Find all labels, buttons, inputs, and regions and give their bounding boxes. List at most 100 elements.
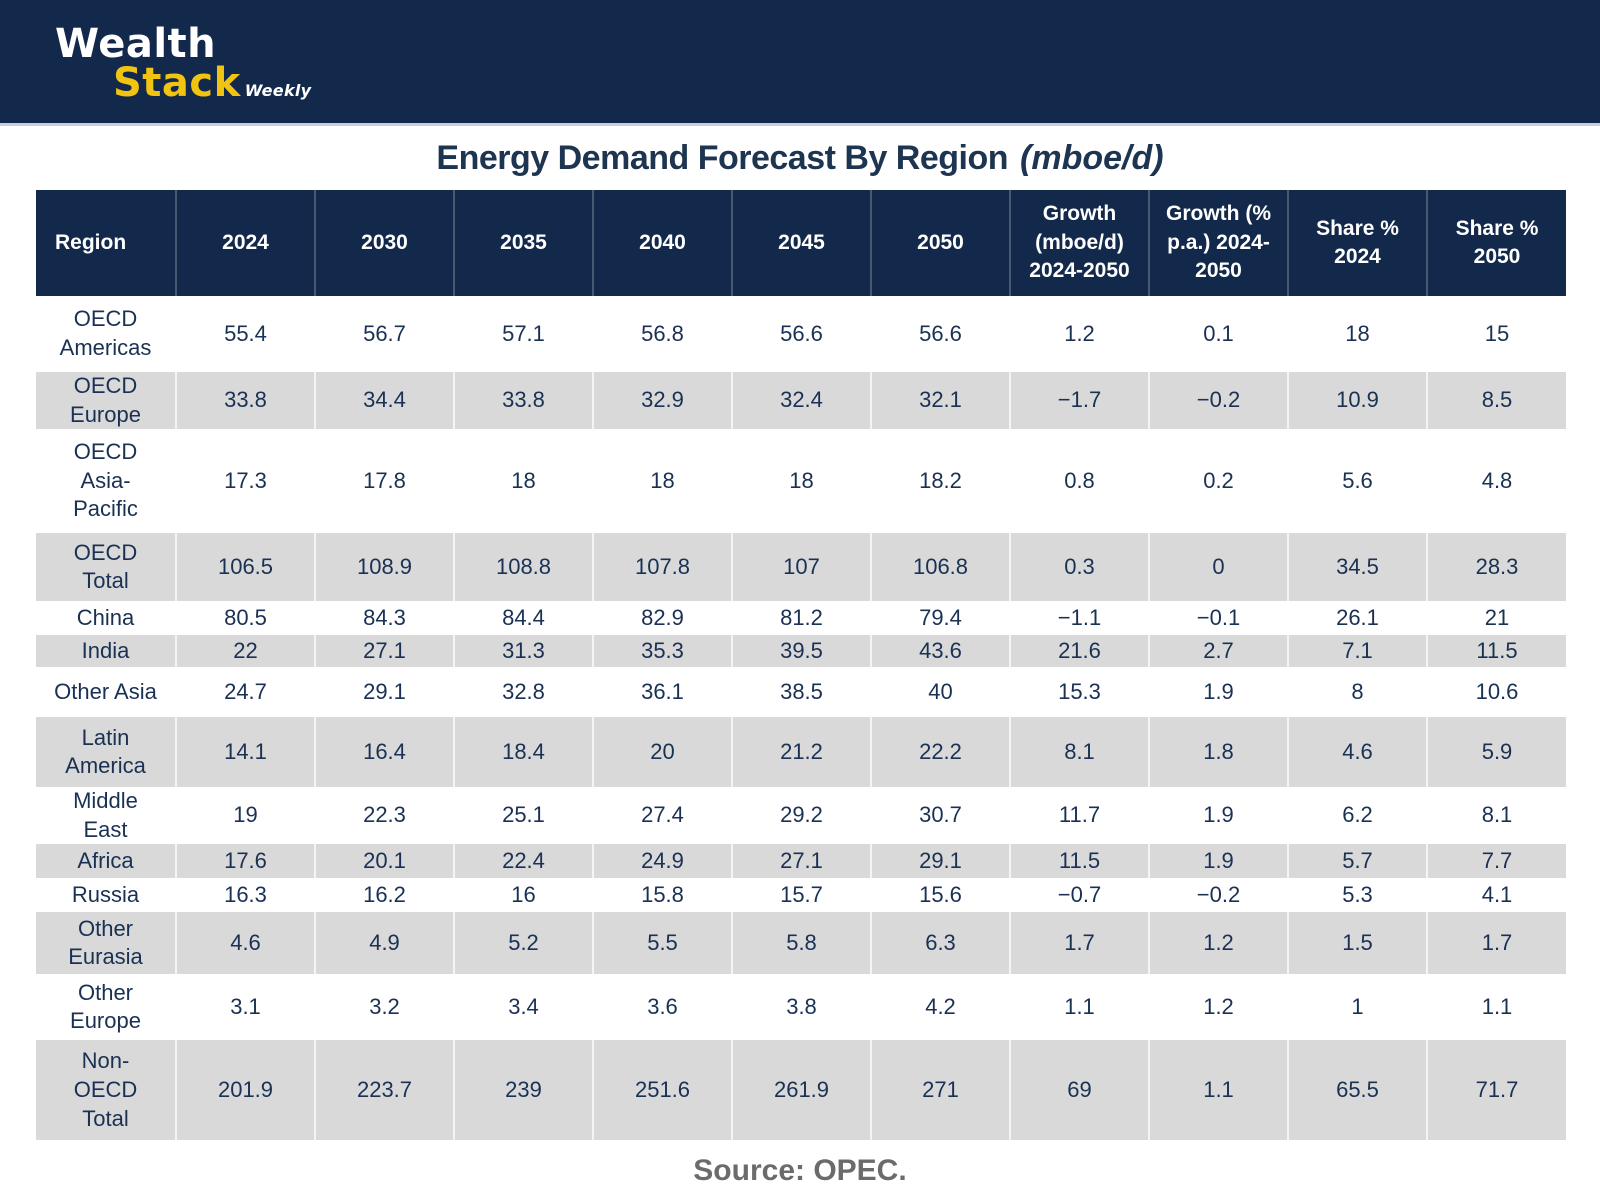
value-cell: 1.1 — [1148, 1040, 1288, 1141]
region-cell: OECD Total — [73, 539, 138, 594]
value-cell: 3.8 — [731, 974, 871, 1041]
value-cell: 1.9 — [1148, 787, 1288, 845]
value-cell: 4.6 — [1287, 717, 1427, 788]
value-cell: 8.1 — [1426, 787, 1566, 845]
value-cell: 26.1 — [1287, 601, 1427, 636]
value-cell: 2.7 — [1148, 635, 1288, 668]
value-cell: 65.5 — [1287, 1040, 1427, 1141]
value-cell: 3.2 — [314, 974, 454, 1041]
value-cell: 22 — [175, 635, 315, 668]
value-cell: 11.5 — [1426, 635, 1566, 668]
value-cell: 106.8 — [870, 533, 1010, 602]
value-cell: 0.1 — [1148, 296, 1288, 372]
value-cell: 3.4 — [453, 974, 593, 1041]
value-cell: 15.3 — [1009, 667, 1149, 718]
value-cell: 17.6 — [175, 844, 315, 879]
region-cell: OECD Europe — [70, 373, 141, 427]
column-header: Share % 2050 — [1426, 190, 1566, 296]
value-cell: 32.4 — [731, 372, 871, 430]
table-row: India 22 27.1 31.3 35.3 39.5 43.6 21.6 2.7 7.1 11.… — [36, 635, 1566, 668]
value-cell: 69 — [1009, 1040, 1149, 1141]
value-cell: 3.1 — [175, 974, 315, 1041]
column-header: Growth (% p.a.) 2024-2050 — [1148, 190, 1288, 296]
region-cell: Russia — [71, 882, 140, 908]
table-row: OECD Asia-Pacific 17.3 17.8 18 18 18 18.2 0.8 0.… — [36, 429, 1566, 534]
value-cell: 34.4 — [314, 372, 454, 430]
value-cell: 38.5 — [731, 667, 871, 718]
value-cell: 81.2 — [731, 601, 871, 636]
value-cell: 5.8 — [731, 912, 871, 975]
header-row: Region 2024 2030 2035 2040 2045 2050 Growth (mb… — [36, 190, 1566, 296]
value-cell: 18 — [453, 429, 593, 534]
column-header: 2045 — [731, 190, 871, 296]
value-cell: 16.3 — [175, 878, 315, 913]
value-cell: 71.7 — [1426, 1040, 1566, 1141]
column-header: 2050 — [870, 190, 1010, 296]
value-cell: 56.8 — [592, 296, 732, 372]
value-cell: 21.6 — [1009, 635, 1149, 668]
value-cell: 18 — [731, 429, 871, 534]
value-cell: 107.8 — [592, 533, 732, 602]
value-cell: 5.6 — [1287, 429, 1427, 534]
value-cell: 0.2 — [1148, 429, 1288, 534]
value-cell: 7.7 — [1426, 844, 1566, 879]
value-cell: 24.7 — [175, 667, 315, 718]
value-cell: 4.9 — [314, 912, 454, 975]
value-cell: 0 — [1148, 533, 1288, 602]
table-row: China 80.5 84.3 84.4 82.9 81.2 79.4 −1.1 −0.1 26.… — [36, 601, 1566, 636]
value-cell: 239 — [453, 1040, 593, 1141]
value-cell: 32.9 — [592, 372, 732, 430]
value-cell: 3.6 — [592, 974, 732, 1041]
region-cell: India — [81, 637, 130, 663]
value-cell: 1.8 — [1148, 717, 1288, 788]
value-cell: 32.1 — [870, 372, 1010, 430]
value-cell: 16.4 — [314, 717, 454, 788]
value-cell: 27.1 — [314, 635, 454, 668]
value-cell: 4.2 — [870, 974, 1010, 1041]
value-cell: 1.9 — [1148, 844, 1288, 879]
value-cell: 271 — [870, 1040, 1010, 1141]
value-cell: 1.2 — [1148, 974, 1288, 1041]
value-cell: 1.7 — [1009, 912, 1149, 975]
value-cell: 1.7 — [1426, 912, 1566, 975]
region-cell: Other Asia — [54, 678, 157, 704]
column-header: 2035 — [453, 190, 593, 296]
value-cell: 5.7 — [1287, 844, 1427, 879]
value-cell: −0.7 — [1009, 878, 1149, 913]
value-cell: 1.5 — [1287, 912, 1427, 975]
value-cell: −1.7 — [1009, 372, 1149, 430]
value-cell: 15 — [1426, 296, 1566, 372]
region-cell: Africa — [77, 848, 134, 874]
value-cell: 7.1 — [1287, 635, 1427, 668]
table-row: OECD Europe 33.8 34.4 33.8 32.9 32.4 32.1 −1.7−… — [36, 372, 1566, 430]
region-cell: Other Europe — [70, 979, 141, 1034]
region-column-header: Region — [36, 190, 176, 296]
value-cell: 5.3 — [1287, 878, 1427, 913]
value-cell: 16.2 — [314, 878, 454, 913]
value-cell: 29.1 — [870, 844, 1010, 879]
table-header: Region 2024 2030 2035 2040 2045 2050 Growth (mb… — [36, 190, 1566, 296]
table-body: OECD Americas 55.4 56.7 57.1 56.8 56.6 56.6 1.2… — [36, 296, 1566, 1141]
table-row: Middle East 19 22.3 25.1 27.4 29.2 30.7 11.7 1.9… — [36, 787, 1566, 845]
value-cell: 14.1 — [175, 717, 315, 788]
table-row: Other Europe 3.1 3.2 3.4 3.6 3.8 4.2 1.1 1.2 1 1.1 — [36, 974, 1566, 1041]
table-row: OECD Americas 55.4 56.7 57.1 56.8 56.6 56.6 1.2… — [36, 296, 1566, 372]
value-cell: 19 — [175, 787, 315, 845]
value-cell: 43.6 — [870, 635, 1010, 668]
value-cell: 16 — [453, 878, 593, 913]
value-cell: 4.6 — [175, 912, 315, 975]
value-cell: 5.2 — [453, 912, 593, 975]
value-cell: −0.2 — [1148, 878, 1288, 913]
value-cell: −0.1 — [1148, 601, 1288, 636]
column-header: Growth (mboe/d) 2024-2050 — [1009, 190, 1149, 296]
value-cell: 82.9 — [592, 601, 732, 636]
value-cell: 1.9 — [1148, 667, 1288, 718]
value-cell: 1.2 — [1009, 296, 1149, 372]
value-cell: 0.3 — [1009, 533, 1149, 602]
value-cell: 4.8 — [1426, 429, 1566, 534]
value-cell: 1.1 — [1009, 974, 1149, 1041]
value-cell: 1 — [1287, 974, 1427, 1041]
region-cell: Latin America — [65, 724, 146, 779]
value-cell: 108.8 — [453, 533, 593, 602]
wealthstack-logo: Wealth Stack Weekly — [0, 0, 1600, 103]
